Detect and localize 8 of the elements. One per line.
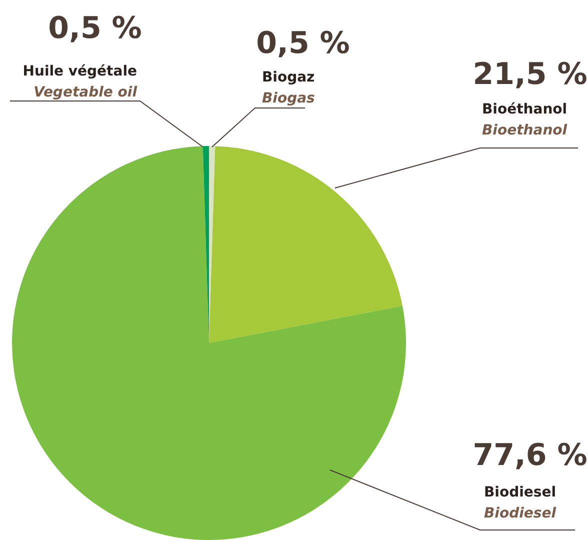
slice-label: Huile végétale Vegetable oil: [22, 64, 138, 101]
slice-label: Bioéthanol Bioethanol: [482, 102, 568, 139]
slice-label: Biogaz Biogas: [262, 70, 315, 107]
data-label: 77,6 %: [472, 438, 587, 473]
data-label: 0,5 %: [48, 10, 142, 46]
slice-label: Biodiesel Biodiesel: [484, 484, 556, 522]
data-label: 21,5 %: [472, 56, 587, 92]
data-label: 0,5 %: [256, 26, 350, 61]
